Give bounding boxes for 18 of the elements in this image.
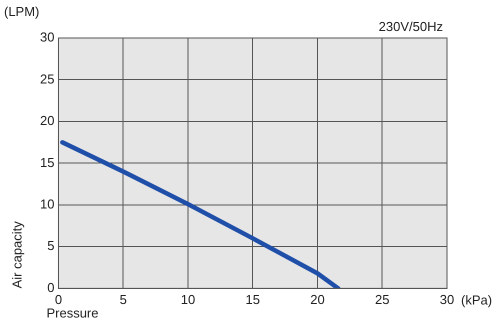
y-tick-label: 25: [40, 71, 54, 86]
y-tick-label: 15: [40, 154, 54, 170]
x-axis-title: Pressure: [46, 305, 98, 320]
text: (LPM): [4, 4, 40, 20]
y-tick-label: 30: [40, 30, 54, 45]
x-tick-label: 20: [310, 292, 325, 307]
y-tick-label: 20: [40, 113, 54, 128]
y-tick-label: 10: [40, 196, 54, 212]
text: (kPa): [461, 292, 492, 308]
text: 230V/50Hz: [378, 19, 443, 34]
x-tick-label: 25: [375, 292, 390, 307]
x-tick-label: 30: [440, 292, 454, 307]
x-tick-label: 5: [120, 292, 127, 307]
y-tick-label: 5: [47, 238, 54, 254]
y-tick-label: 0: [47, 280, 54, 295]
x-tick-label: 15: [245, 292, 260, 307]
y-axis-title: Air capacity: [10, 220, 25, 288]
x-tick-label: 10: [180, 292, 196, 307]
